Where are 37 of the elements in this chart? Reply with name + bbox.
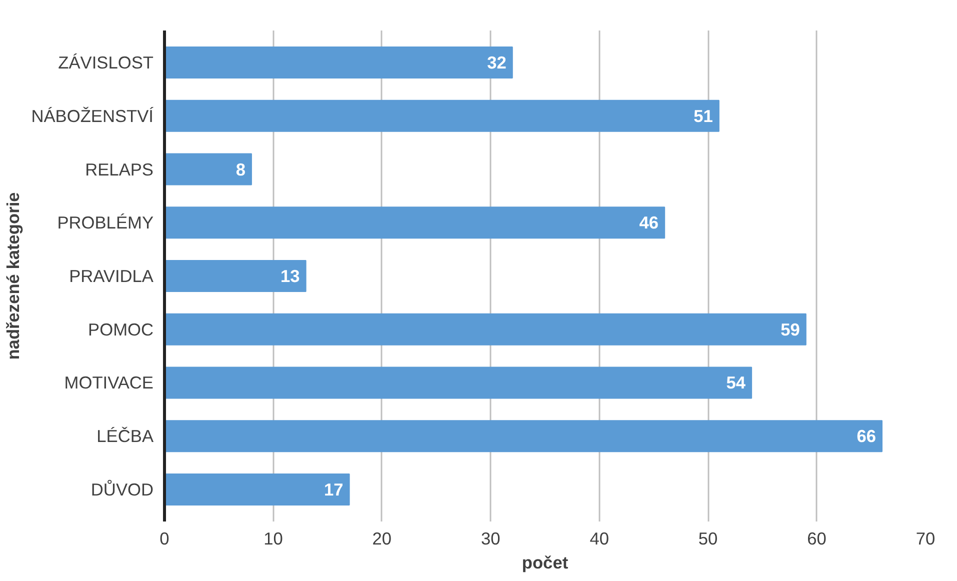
data-label: 32 <box>487 52 506 73</box>
x-tick-label: 20 <box>372 528 392 548</box>
bar <box>164 420 883 452</box>
bar <box>164 313 806 346</box>
x-axis-title: počet <box>522 552 568 572</box>
data-label: 46 <box>639 212 659 233</box>
data-label: 13 <box>280 266 300 286</box>
y-tick-label: RELAPS <box>85 159 154 180</box>
bar <box>164 100 720 132</box>
x-tick-label: 30 <box>481 528 500 548</box>
x-tick-label: 0 <box>160 528 170 548</box>
y-tick-label: DŮVOD <box>90 479 154 500</box>
y-axis-title: nadřezené kategorie <box>3 192 24 360</box>
x-tick-label: 60 <box>807 528 826 548</box>
data-label: 59 <box>780 319 800 340</box>
x-tick-label: 10 <box>264 528 283 548</box>
y-tick-label: PRAVIDLA <box>69 266 154 286</box>
data-label: 17 <box>324 479 344 500</box>
y-tick-label: MOTIVACE <box>64 372 154 393</box>
bar <box>164 474 350 506</box>
y-tick-label: PROBLÉMY <box>57 212 154 233</box>
x-tick-label: 50 <box>698 528 718 548</box>
data-label: 54 <box>726 372 746 393</box>
data-label: 8 <box>236 159 246 180</box>
bar <box>164 260 306 292</box>
x-tick-label: 40 <box>590 528 609 548</box>
y-tick-label: NÁBOŽENSTVÍ <box>31 106 154 126</box>
bar <box>164 206 666 239</box>
bar <box>164 46 513 78</box>
bar <box>164 366 752 399</box>
bar <box>164 153 252 186</box>
y-tick-label: ZÁVISLOST <box>58 52 154 73</box>
data-label: 51 <box>694 106 714 126</box>
y-tick-label: POMOC <box>88 319 154 340</box>
data-label: 66 <box>856 426 876 446</box>
y-tick-label: LÉČBA <box>96 426 154 446</box>
x-tick-label: 70 <box>916 528 936 548</box>
